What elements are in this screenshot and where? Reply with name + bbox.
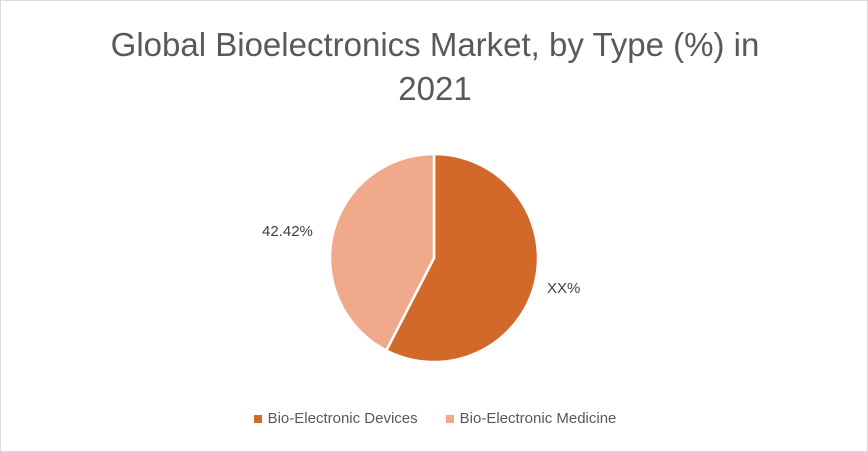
legend-label-medicine: Bio-Electronic Medicine bbox=[459, 410, 617, 427]
legend-label-devices: Bio-Electronic Devices bbox=[267, 410, 418, 427]
pie-slices bbox=[328, 152, 540, 364]
legend-swatch-medicine bbox=[445, 414, 454, 423]
legend-swatch-devices bbox=[253, 414, 262, 423]
legend: Bio-Electronic Devices Bio-Electronic Me… bbox=[1, 410, 868, 427]
data-label-medicine: 42.42% bbox=[262, 223, 313, 240]
pie-slice-medicine bbox=[328, 152, 436, 352]
chart-title-line-1: Global Bioelectronics Market, by Type (%… bbox=[110, 26, 760, 63]
chart-title: Global Bioelectronics Market, by Type (%… bbox=[1, 23, 868, 111]
data-label-devices: XX% bbox=[547, 280, 580, 297]
legend-item-devices: Bio-Electronic Devices bbox=[253, 410, 418, 427]
pie-slice-devices bbox=[385, 152, 540, 364]
legend-item-medicine: Bio-Electronic Medicine bbox=[445, 410, 617, 427]
chart-title-line-2: 2021 bbox=[398, 70, 472, 107]
